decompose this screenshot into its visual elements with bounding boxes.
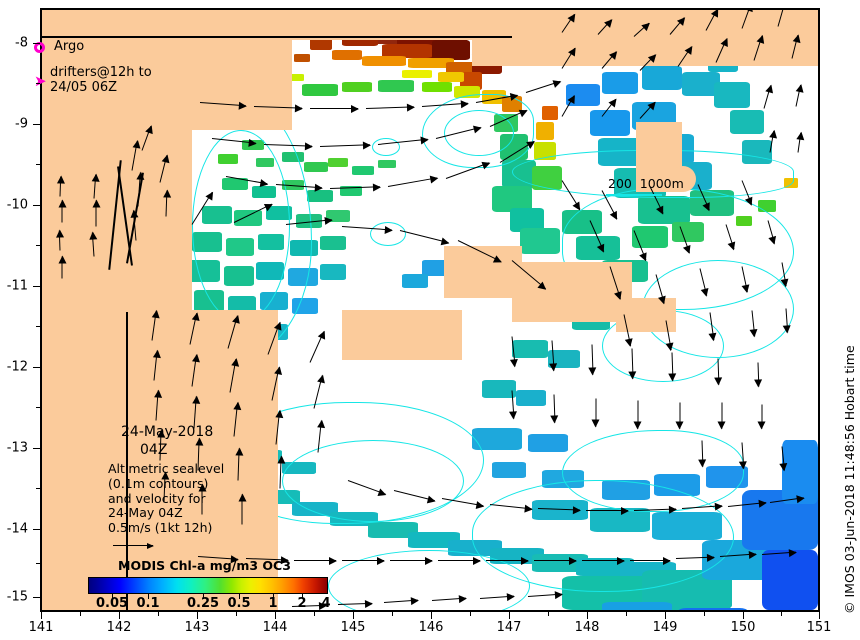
- copyright-credit: © IMOS 03-Jun-2018 11:48:56 Hobart time: [842, 345, 857, 614]
- drifter-marker-icon: ➤: [34, 72, 47, 90]
- x-axis-label-147: 147: [496, 620, 522, 635]
- y-axis-label-11: -11: [6, 278, 28, 294]
- y-axis-label-14: -14: [6, 521, 28, 537]
- colorbar-tick-5: 2: [297, 596, 307, 611]
- colorbar-tick-4: 1: [268, 596, 278, 611]
- x-axis-label-146: 146: [418, 620, 444, 635]
- bathymetry-legend-label: 200 1000m: [608, 176, 684, 191]
- colorbar-tick-1: 0.1: [136, 596, 160, 611]
- date-annotation-line1: 24-May-2018: [121, 424, 214, 440]
- argo-legend-label: Argo: [54, 39, 85, 54]
- colorbar-tick-6: 4: [321, 596, 331, 611]
- x-axis-label-142: 142: [106, 620, 132, 635]
- x-axis-label-144: 144: [262, 620, 288, 635]
- y-axis-label-8: -8: [15, 35, 28, 51]
- y-axis-label-15: -15: [6, 589, 28, 605]
- drifters-legend-label: drifters@12h to 24/05 06Z: [50, 65, 152, 95]
- bathymetry-legend-line: [606, 194, 662, 196]
- x-axis-label-141: 141: [28, 620, 54, 635]
- x-axis-label-150: 150: [730, 620, 756, 635]
- colorbar-title: MODIS Chl-a mg/m3 OC3: [118, 558, 291, 573]
- field-description-annotation: Altimetric sealevel (0.1m contours) and …: [108, 461, 225, 535]
- velocity-scale-arrow: [113, 542, 154, 549]
- y-axis-label-13: -13: [6, 440, 28, 456]
- colorbar-tick-2: 0.25: [186, 596, 220, 611]
- date-annotation-line2: 04Z: [140, 442, 168, 458]
- map-plot-area[interactable]: [40, 8, 820, 612]
- x-axis-label-149: 149: [652, 620, 678, 635]
- colorbar-tick-3: 0.5: [227, 596, 251, 611]
- map-raster-layer: [42, 10, 818, 610]
- y-axis-label-12: -12: [6, 359, 28, 375]
- y-axis-label-9: -9: [15, 116, 28, 132]
- x-axis-label-143: 143: [184, 620, 210, 635]
- land-cape-york: [128, 310, 278, 610]
- colorbar-tick-0: 0.05: [95, 596, 129, 611]
- colorbar-gradient: [88, 577, 328, 594]
- y-axis-label-10: -10: [6, 197, 28, 213]
- x-axis-label-145: 145: [340, 620, 366, 635]
- x-axis-label-151: 151: [806, 620, 832, 635]
- x-axis-label-148: 148: [574, 620, 600, 635]
